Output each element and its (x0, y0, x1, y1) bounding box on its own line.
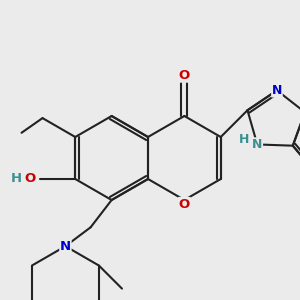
Text: O: O (24, 172, 36, 185)
Text: N: N (60, 240, 71, 253)
Text: O: O (179, 197, 190, 211)
Text: N: N (272, 84, 282, 97)
Text: N: N (252, 138, 262, 151)
Text: O: O (179, 69, 190, 82)
Text: H: H (239, 133, 250, 146)
Text: H: H (11, 172, 22, 185)
